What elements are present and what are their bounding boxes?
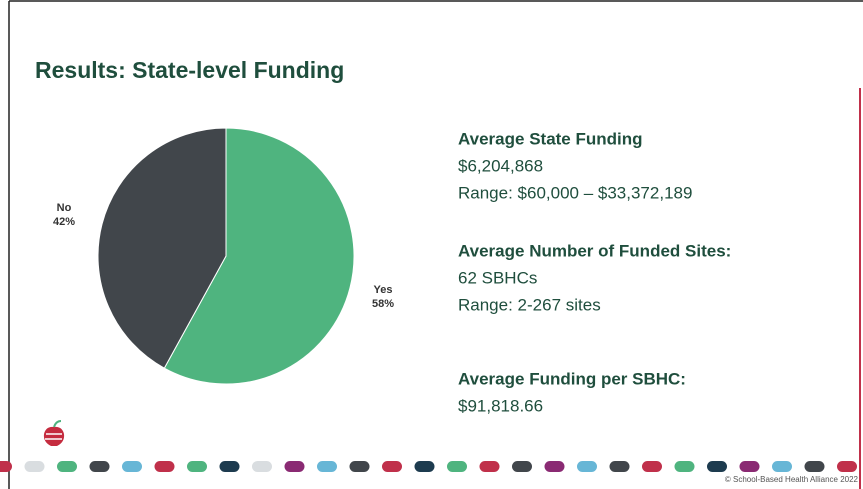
pie-slice bbox=[97, 127, 227, 369]
slice-category-label: Yes bbox=[374, 284, 393, 296]
decor-dash bbox=[57, 461, 77, 472]
footer: © School-Based Health Alliance 2022 bbox=[725, 475, 859, 484]
decor-dash bbox=[544, 461, 565, 472]
slide-title: Results: State-level Funding bbox=[35, 57, 344, 83]
decor-dash bbox=[707, 461, 727, 472]
decor-dash bbox=[674, 461, 695, 472]
stat-heading: Average Funding per SBHC: bbox=[458, 369, 686, 388]
stat-line: Range: $60,000 – $33,372,189 bbox=[458, 183, 692, 202]
decor-dash bbox=[89, 461, 110, 472]
stat-line: $91,818.66 bbox=[458, 396, 543, 415]
decor-dash bbox=[772, 461, 792, 472]
slice-category-label: No bbox=[57, 202, 72, 214]
logo bbox=[43, 420, 65, 446]
decor-dash bbox=[317, 461, 337, 472]
decor-dash bbox=[154, 461, 175, 472]
stat-line: Range: 2-267 sites bbox=[458, 295, 601, 314]
stat-line: $6,204,868 bbox=[458, 156, 543, 175]
slice-value-label: 58% bbox=[372, 298, 394, 310]
pie-slice bbox=[163, 127, 355, 385]
stat-heading: Average Number of Funded Sites: bbox=[458, 241, 731, 260]
decor-dash bbox=[0, 461, 12, 472]
decor-dash bbox=[479, 461, 500, 472]
decor-dash bbox=[24, 461, 45, 472]
decor-dash bbox=[382, 461, 402, 472]
stat-heading: Average State Funding bbox=[458, 129, 643, 148]
decor-dash bbox=[609, 461, 630, 472]
decor-dash bbox=[414, 461, 435, 472]
decor-dash bbox=[577, 461, 597, 472]
decor-dash bbox=[512, 461, 532, 472]
decor-dash bbox=[739, 461, 760, 472]
decor-dash bbox=[252, 461, 272, 472]
decor-dash bbox=[122, 461, 142, 472]
decor-dash bbox=[284, 461, 305, 472]
decor-dash bbox=[187, 461, 207, 472]
decor-dash bbox=[804, 461, 825, 472]
decor-dash bbox=[642, 461, 662, 472]
decor-dash bbox=[447, 461, 467, 472]
decor-dash bbox=[219, 461, 240, 472]
slice-value-label: 42% bbox=[53, 216, 75, 228]
decor-dash bbox=[837, 461, 857, 472]
decor-dash bbox=[349, 461, 370, 472]
stat-line: 62 SBHCs bbox=[458, 268, 537, 287]
